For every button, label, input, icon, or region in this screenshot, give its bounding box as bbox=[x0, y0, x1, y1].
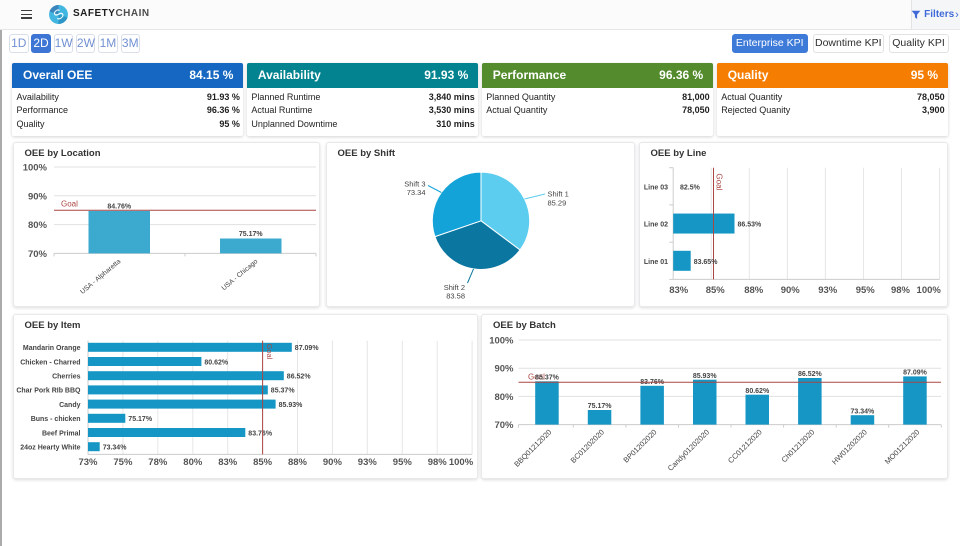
svg-text:HW01202020: HW01202020 bbox=[830, 427, 869, 466]
svg-text:Line 01: Line 01 bbox=[643, 259, 667, 266]
svg-text:Shift 3: Shift 3 bbox=[404, 180, 425, 189]
svg-text:80%: 80% bbox=[494, 391, 514, 402]
svg-text:100%: 100% bbox=[22, 163, 47, 174]
svg-text:85%: 85% bbox=[253, 457, 273, 468]
svg-text:93%: 93% bbox=[357, 457, 377, 468]
svg-text:Char Pork RIb BBQ: Char Pork RIb BBQ bbox=[16, 387, 81, 394]
svg-text:90%: 90% bbox=[780, 285, 800, 296]
svg-text:90%: 90% bbox=[494, 363, 514, 374]
svg-text:Buns - chicken: Buns - chicken bbox=[30, 416, 80, 423]
svg-text:98%: 98% bbox=[427, 457, 447, 468]
svg-text:85.93%: 85.93% bbox=[278, 401, 303, 408]
svg-text:95%: 95% bbox=[855, 285, 875, 296]
svg-text:86.52%: 86.52% bbox=[798, 371, 823, 378]
svg-text:88%: 88% bbox=[744, 285, 764, 296]
svg-text:83.65%: 83.65% bbox=[693, 259, 718, 266]
svg-text:73.34: 73.34 bbox=[406, 188, 425, 197]
svg-text:83.76%: 83.76% bbox=[248, 430, 273, 437]
svg-text:BC01202020: BC01202020 bbox=[569, 427, 606, 464]
svg-text:73.34%: 73.34% bbox=[851, 408, 876, 415]
svg-text:100%: 100% bbox=[489, 335, 514, 346]
svg-text:Candy: Candy bbox=[59, 401, 81, 408]
svg-text:Goal: Goal bbox=[714, 174, 723, 191]
svg-text:82.5%: 82.5% bbox=[680, 184, 701, 191]
svg-text:70%: 70% bbox=[494, 420, 514, 431]
svg-text:78%: 78% bbox=[148, 457, 168, 468]
svg-text:80%: 80% bbox=[27, 220, 47, 231]
svg-text:Beef Primal: Beef Primal bbox=[41, 430, 80, 437]
svg-text:Mandarin Orange: Mandarin Orange bbox=[22, 345, 80, 352]
svg-text:86.52%: 86.52% bbox=[286, 373, 311, 380]
svg-text:Goal: Goal bbox=[528, 372, 545, 381]
svg-text:Candy01202020: Candy01202020 bbox=[666, 427, 711, 472]
svg-text:87.09%: 87.09% bbox=[903, 369, 928, 376]
svg-text:Chicken - Charred: Chicken - Charred bbox=[20, 359, 80, 366]
svg-text:87.09%: 87.09% bbox=[294, 345, 319, 352]
svg-text:90%: 90% bbox=[27, 191, 47, 202]
svg-text:75%: 75% bbox=[113, 457, 133, 468]
svg-text:75.17%: 75.17% bbox=[128, 416, 153, 423]
svg-text:80.62%: 80.62% bbox=[745, 387, 770, 394]
svg-text:75.17%: 75.17% bbox=[588, 403, 613, 410]
svg-text:86.53%: 86.53% bbox=[737, 222, 762, 229]
svg-text:100%: 100% bbox=[448, 457, 473, 468]
svg-text:83%: 83% bbox=[218, 457, 238, 468]
svg-text:95%: 95% bbox=[392, 457, 412, 468]
svg-text:80.62%: 80.62% bbox=[204, 359, 229, 366]
svg-text:73%: 73% bbox=[78, 457, 98, 468]
svg-text:73.34%: 73.34% bbox=[102, 444, 127, 451]
svg-text:BP01202020: BP01202020 bbox=[621, 427, 658, 464]
svg-text:Goal: Goal bbox=[61, 200, 78, 209]
svg-text:MO01212020: MO01212020 bbox=[883, 427, 922, 466]
svg-text:93%: 93% bbox=[818, 285, 838, 296]
svg-text:75.17%: 75.17% bbox=[238, 231, 263, 238]
svg-text:Cherries: Cherries bbox=[52, 373, 81, 380]
svg-text:Line 02: Line 02 bbox=[643, 222, 667, 229]
svg-text:88%: 88% bbox=[287, 457, 307, 468]
svg-text:85%: 85% bbox=[705, 285, 725, 296]
svg-text:Shift 1: Shift 1 bbox=[547, 190, 568, 199]
svg-text:24oz Hearty White: 24oz Hearty White bbox=[20, 444, 80, 451]
svg-text:84.76%: 84.76% bbox=[107, 203, 132, 210]
svg-text:BBQ01212020: BBQ01212020 bbox=[512, 427, 553, 468]
svg-text:83.58: 83.58 bbox=[446, 292, 465, 301]
svg-text:98%: 98% bbox=[890, 285, 910, 296]
svg-text:85.37%: 85.37% bbox=[270, 387, 295, 394]
svg-text:Ch01212020: Ch01212020 bbox=[780, 427, 817, 464]
svg-text:Goal: Goal bbox=[264, 343, 273, 359]
svg-text:70%: 70% bbox=[27, 249, 47, 260]
svg-text:Line 03: Line 03 bbox=[643, 184, 667, 191]
svg-text:Shift 2: Shift 2 bbox=[443, 283, 464, 292]
svg-text:CC01212020: CC01212020 bbox=[726, 427, 764, 465]
svg-text:85.29: 85.29 bbox=[547, 199, 566, 208]
svg-text:100%: 100% bbox=[916, 285, 941, 296]
svg-text:85.37%: 85.37% bbox=[535, 374, 560, 381]
svg-text:USA - Chicago: USA - Chicago bbox=[220, 258, 259, 292]
svg-text:USA - Alpharetta: USA - Alpharetta bbox=[79, 258, 122, 296]
svg-text:85.93%: 85.93% bbox=[693, 372, 718, 379]
svg-text:83%: 83% bbox=[669, 285, 689, 296]
svg-text:80%: 80% bbox=[183, 457, 203, 468]
svg-text:90%: 90% bbox=[322, 457, 342, 468]
